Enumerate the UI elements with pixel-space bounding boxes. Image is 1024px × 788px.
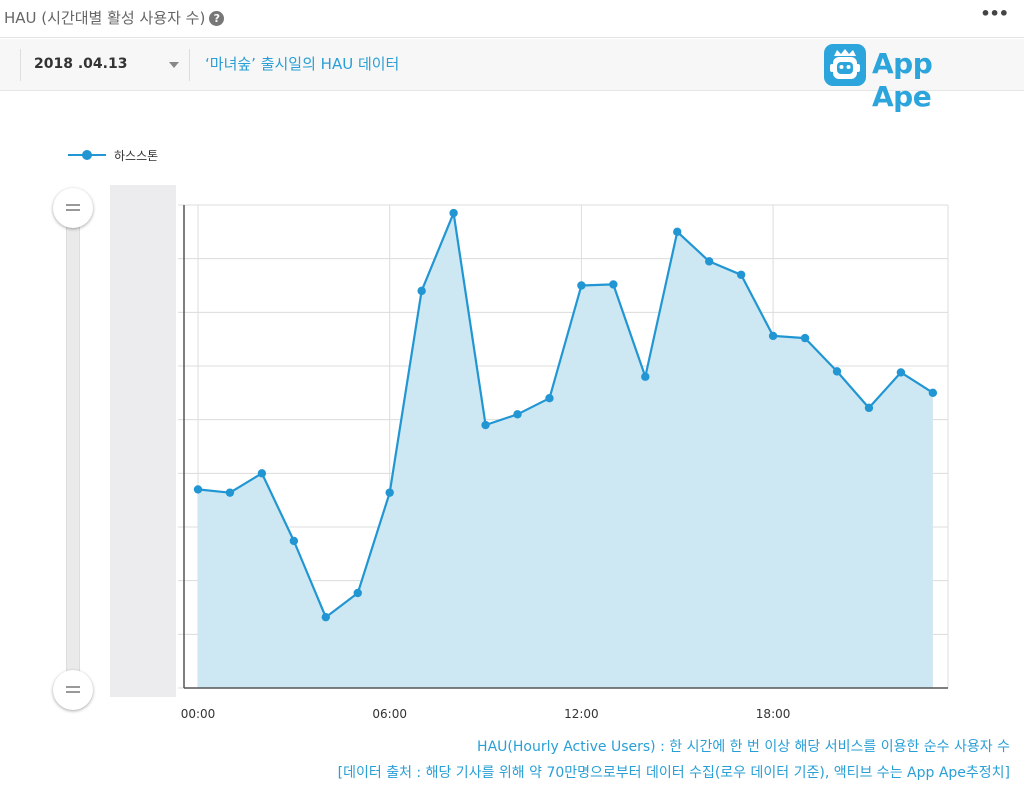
chart-axes [183, 205, 948, 689]
more-options-icon[interactable]: ••• [980, 4, 1009, 23]
data-point[interactable] [353, 588, 362, 598]
widget-title-text: HAU (시간대별 활성 사용자 수) [4, 9, 206, 27]
chart-subtitle: ‘마녀숲’ 출시일의 HAU 데이터 [205, 55, 400, 73]
series-area-fill [198, 213, 933, 688]
app-ape-logo-icon [824, 44, 866, 86]
range-slider-top-handle[interactable] [53, 188, 93, 228]
data-point[interactable] [417, 286, 426, 296]
data-point[interactable] [736, 270, 746, 279]
data-point[interactable] [289, 536, 299, 546]
data-point[interactable] [577, 281, 586, 290]
x-axis-ticks: 00:00 06:00 12:00 18:00 [181, 707, 791, 721]
data-point[interactable] [449, 208, 458, 218]
data-point[interactable] [225, 488, 235, 497]
data-point[interactable] [800, 333, 810, 343]
data-point[interactable] [513, 410, 522, 419]
widget-header: HAU (시간대별 활성 사용자 수)? ••• [0, 0, 1024, 38]
series-line [197, 212, 934, 619]
help-icon[interactable]: ? [209, 11, 225, 26]
data-point[interactable] [481, 420, 490, 430]
app-ape-logo: App Ape [822, 44, 997, 113]
data-point[interactable] [641, 372, 650, 381]
data-point[interactable] [673, 227, 682, 237]
data-point[interactable] [545, 394, 554, 403]
series-points [193, 208, 938, 622]
data-point[interactable] [864, 403, 874, 413]
data-point[interactable] [705, 257, 714, 266]
x-tick-label: 00:00 [181, 707, 216, 721]
chevron-down-icon [169, 62, 179, 68]
date-value: 2018 .04.13 [34, 56, 128, 72]
hau-definition-note: HAU(Hourly Active Users) : 한 시간에 한 번 이상 … [477, 739, 1010, 755]
legend-label: 하스스톤 [114, 149, 159, 163]
range-slider-track[interactable] [66, 208, 80, 690]
data-point[interactable] [385, 488, 394, 497]
x-tick-label: 06:00 [372, 707, 407, 721]
data-point[interactable] [928, 388, 938, 398]
data-point[interactable] [768, 331, 778, 341]
data-point[interactable] [832, 367, 842, 376]
legend-dot-marker [82, 150, 92, 160]
x-tick-label: 12:00 [564, 707, 599, 721]
date-select[interactable]: 2018 .04.13 [20, 49, 190, 81]
range-slider-bottom-handle[interactable] [53, 670, 93, 710]
x-tick-label: 18:00 [756, 707, 791, 721]
widget-title: HAU (시간대별 활성 사용자 수)? [4, 7, 225, 28]
data-source-note: [데이터 출처 : 해당 기사를 위해 약 70만명으로부터 데이터 수집(로우… [337, 765, 1010, 781]
data-point[interactable] [321, 612, 330, 622]
data-point[interactable] [609, 280, 618, 289]
range-selection-shade [110, 185, 176, 697]
data-point[interactable] [257, 469, 267, 478]
data-point[interactable] [896, 368, 906, 377]
app-ape-logo-text: App Ape [872, 47, 933, 113]
data-point[interactable] [193, 485, 203, 494]
